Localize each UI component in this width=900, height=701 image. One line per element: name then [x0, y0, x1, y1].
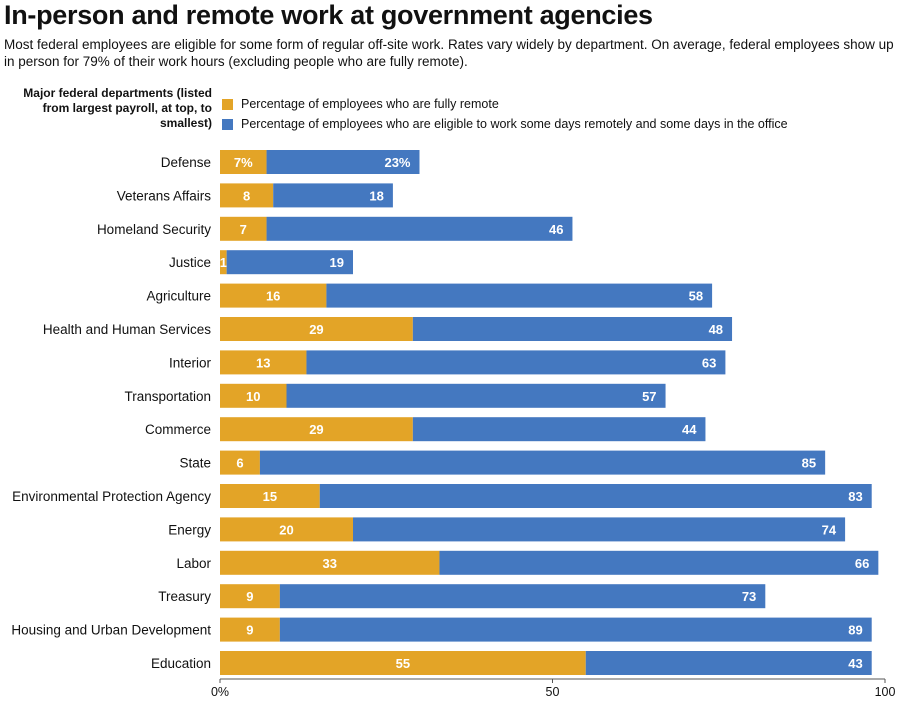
value-label-remote-state: 6 [236, 456, 243, 471]
value-label-remote-education: 55 [396, 656, 410, 671]
bar-remote-homeland-security [220, 216, 267, 241]
bar-hybrid-state [259, 450, 826, 475]
value-label-remote-energy: 20 [279, 522, 293, 537]
value-label-remote-interior: 13 [256, 355, 270, 370]
bar-remote-housing-and-urban-development [220, 617, 280, 642]
bar-hybrid-homeland-security [266, 216, 573, 241]
bar-remote-state [220, 450, 260, 475]
bar-hybrid-treasury [279, 584, 766, 609]
value-label-remote-environmental-protection-agency: 15 [263, 489, 277, 504]
bar-remote-defense [220, 150, 267, 174]
bar-remote-labor [220, 550, 440, 575]
category-label-state: State [179, 456, 211, 471]
bar-hybrid-transportation [286, 383, 666, 408]
x-tick-label-0: 0% [211, 685, 229, 699]
bar-remote-veterans-affairs [220, 183, 274, 208]
chart-title: In-person and remote work at government … [4, 0, 653, 30]
legend-title: Major federal departments (listed from l… [23, 86, 212, 130]
legend-label-hybrid: Percentage of employees who are eligible… [241, 117, 788, 131]
bar-hybrid-commerce [412, 417, 706, 442]
category-label-environmental-protection-agency: Environmental Protection Agency [12, 489, 211, 504]
value-label-hybrid-treasury: 73 [742, 589, 756, 604]
value-label-hybrid-transportation: 57 [642, 389, 656, 404]
category-label-justice: Justice [169, 255, 211, 270]
x-tick-label-100: 100 [875, 685, 896, 699]
value-label-hybrid-defense: 23% [384, 155, 410, 170]
bar-hybrid-environmental-protection-agency [319, 484, 872, 508]
value-label-remote-homeland-security: 7 [240, 222, 247, 237]
value-label-hybrid-housing-and-urban-development: 89 [848, 623, 862, 638]
legend-swatch-hybrid [222, 119, 233, 130]
category-label-homeland-security: Homeland Security [97, 222, 211, 237]
value-label-hybrid-veterans-affairs: 18 [369, 188, 383, 203]
chart-subtitle: Most federal employees are eligible for … [4, 37, 894, 69]
value-label-hybrid-justice: 19 [330, 255, 344, 270]
bar-remote-commerce [220, 417, 413, 442]
value-label-remote-defense: 7% [234, 155, 253, 170]
bar-hybrid-veterans-affairs [273, 183, 393, 208]
category-label-housing-and-urban-development: Housing and Urban Development [11, 623, 211, 638]
legend-label-fully-remote: Percentage of employees who are fully re… [241, 97, 499, 111]
bar-hybrid-labor [439, 550, 879, 575]
bar-remote-agriculture [220, 283, 327, 308]
category-label-agriculture: Agriculture [146, 289, 211, 304]
legend-swatch-fully-remote [222, 99, 233, 110]
bar-remote-interior [220, 350, 307, 375]
value-label-remote-housing-and-urban-development: 9 [246, 623, 253, 638]
category-label-commerce: Commerce [145, 422, 211, 437]
legend-item-fully-remote: Percentage of employees who are fully re… [222, 97, 499, 112]
bar-hybrid-defense [266, 150, 420, 174]
category-label-energy: Energy [168, 522, 211, 537]
value-label-hybrid-labor: 66 [855, 556, 869, 571]
bar-remote-treasury [220, 584, 280, 609]
value-label-hybrid-commerce: 44 [682, 422, 697, 437]
value-label-remote-commerce: 29 [309, 422, 323, 437]
value-label-hybrid-homeland-security: 46 [549, 222, 563, 237]
bar-hybrid-justice [226, 250, 353, 275]
bar-hybrid-interior [306, 350, 726, 375]
value-label-hybrid-state: 85 [802, 456, 816, 471]
value-label-hybrid-agriculture: 58 [689, 289, 703, 304]
category-label-health-and-human-services: Health and Human Services [43, 322, 211, 337]
value-label-remote-treasury: 9 [246, 589, 253, 604]
value-label-remote-veterans-affairs: 8 [243, 188, 250, 203]
value-label-hybrid-environmental-protection-agency: 83 [848, 489, 862, 504]
bar-hybrid-education [585, 651, 872, 675]
bar-hybrid-housing-and-urban-development [279, 617, 872, 642]
bar-remote-environmental-protection-agency [220, 484, 320, 508]
value-label-remote-transportation: 10 [246, 389, 260, 404]
bar-remote-transportation [220, 383, 287, 408]
bar-hybrid-agriculture [326, 283, 713, 308]
bar-remote-energy [220, 517, 353, 542]
value-label-remote-agriculture: 16 [266, 289, 280, 304]
bar-hybrid-health-and-human-services [412, 317, 733, 341]
category-label-treasury: Treasury [158, 589, 211, 604]
bar-remote-education [220, 651, 586, 675]
value-label-hybrid-energy: 74 [822, 522, 837, 537]
category-label-education: Education [151, 656, 211, 671]
category-label-interior: Interior [169, 355, 212, 370]
value-label-remote-justice: 1 [220, 255, 227, 270]
value-label-remote-labor: 33 [322, 556, 336, 571]
category-label-veterans-affairs: Veterans Affairs [117, 188, 212, 203]
value-label-hybrid-interior: 63 [702, 355, 716, 370]
legend-item-hybrid: Percentage of employees who are eligible… [222, 117, 788, 132]
bar-hybrid-energy [353, 517, 846, 542]
category-label-transportation: Transportation [124, 389, 211, 404]
value-label-hybrid-education: 43 [848, 656, 862, 671]
bar-remote-health-and-human-services [220, 317, 413, 341]
x-tick-label-50: 50 [546, 685, 560, 699]
bar-remote-justice [220, 250, 227, 275]
category-label-defense: Defense [161, 155, 211, 170]
value-label-remote-health-and-human-services: 29 [309, 322, 323, 337]
category-label-labor: Labor [176, 556, 211, 571]
value-label-hybrid-health-and-human-services: 48 [709, 322, 723, 337]
